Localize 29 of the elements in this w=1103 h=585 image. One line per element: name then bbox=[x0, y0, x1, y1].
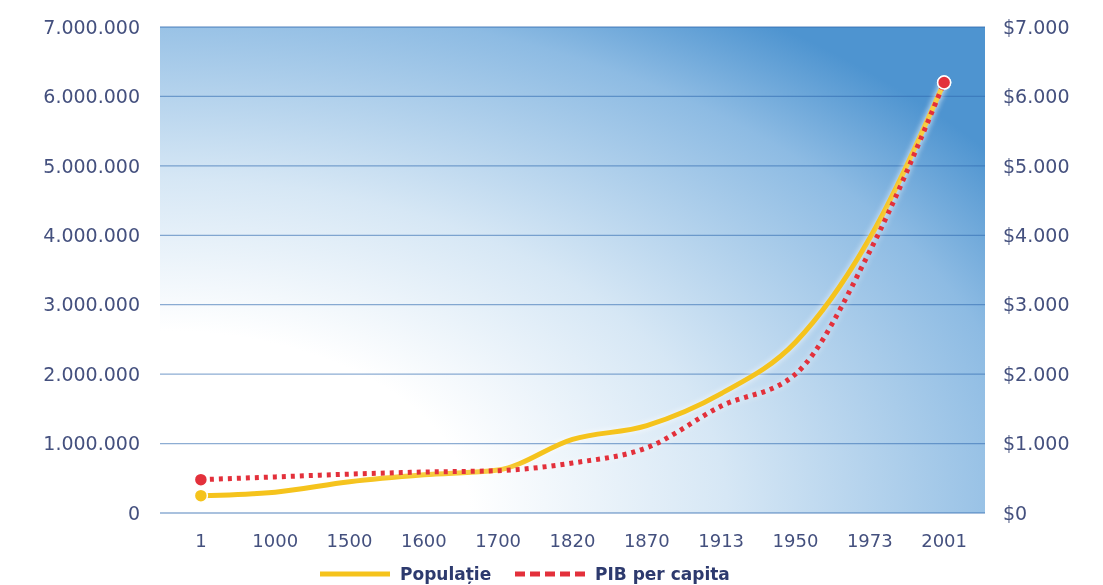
y2-tick-label: $6.000 bbox=[1003, 85, 1070, 108]
y-tick-label: 3.000.000 bbox=[43, 293, 140, 316]
x-tick-label: 1500 bbox=[326, 530, 373, 552]
y2-tick-label: $1.000 bbox=[1003, 432, 1070, 455]
y2-tick-label: $2.000 bbox=[1003, 362, 1070, 385]
y2-tick-label: $3.000 bbox=[1003, 293, 1070, 316]
y2-tick-label: $7.000 bbox=[1003, 15, 1070, 38]
x-tick-label: 1913 bbox=[698, 530, 745, 552]
y-tick-label: 5.000.000 bbox=[43, 154, 140, 177]
legend-label: PIB per capita bbox=[595, 563, 730, 584]
x-tick-label: 1870 bbox=[623, 530, 670, 552]
y-tick-label: 4.000.000 bbox=[43, 223, 140, 246]
x-tick-label: 1000 bbox=[252, 530, 299, 552]
y-tick-label: 0 bbox=[127, 501, 140, 524]
x-tick-label: 1820 bbox=[549, 530, 596, 552]
y-tick-label: 2.000.000 bbox=[43, 362, 140, 385]
x-tick-label: 1700 bbox=[475, 530, 522, 552]
y2-tick-label: $5.000 bbox=[1003, 154, 1070, 177]
y-tick-label: 1.000.000 bbox=[43, 432, 140, 455]
y2-tick-label: $4.000 bbox=[1003, 223, 1070, 246]
x-tick-label: 1 bbox=[195, 530, 207, 552]
legend-label: Populație bbox=[400, 563, 492, 584]
y2-tick-label: $0 bbox=[1003, 501, 1028, 524]
y-tick-label: 7.000.000 bbox=[43, 15, 140, 38]
x-tick-label: 1950 bbox=[772, 530, 819, 552]
x-tick-label: 2001 bbox=[921, 530, 968, 552]
x-tick-label: 1973 bbox=[846, 530, 893, 552]
y-tick-label: 6.000.000 bbox=[43, 85, 140, 108]
x-tick-label: 1600 bbox=[400, 530, 447, 552]
